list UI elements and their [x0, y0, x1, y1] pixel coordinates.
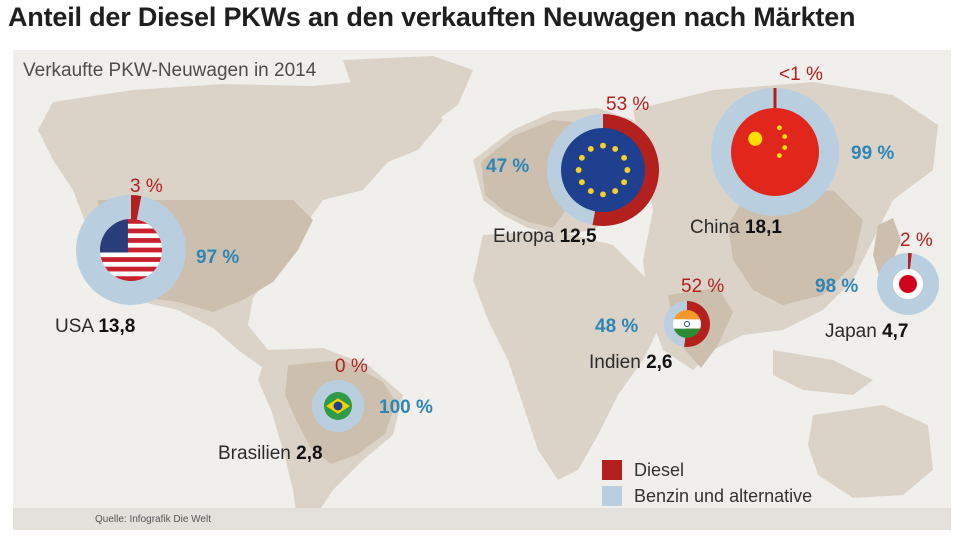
legend-diesel-label: Diesel — [634, 460, 685, 480]
usa-benzin-label: 97 % — [196, 247, 240, 268]
source-strip — [13, 508, 951, 530]
indien-sales: 2,6 — [646, 352, 673, 373]
page-title: Anteil der Diesel PKWs an den verkauften… — [8, 2, 856, 32]
europa-diesel-label: 53 % — [606, 94, 650, 115]
europa-name: Europa — [493, 226, 555, 247]
usa-country-label: USA 13,8 — [55, 316, 135, 338]
usa-sales: 13,8 — [98, 316, 136, 337]
legend-diesel-swatch — [602, 460, 622, 480]
indien-diesel-label: 52 % — [681, 276, 725, 297]
world-map-panel: Verkaufte PKW-Neuwagen in 2014 3 % 97 % … — [13, 50, 951, 530]
brasilien-diesel-label: 0 % — [335, 356, 368, 377]
brasilien-benzin-label: 100 % — [379, 397, 433, 418]
china-flag — [731, 108, 819, 196]
china-sales: 18,1 — [744, 217, 782, 238]
usa-diesel-label: 3 % — [130, 176, 163, 197]
japan-name: Japan — [825, 321, 877, 342]
europa-country-label: Europa 12,5 — [493, 226, 597, 248]
brasilien-country-label: Brasilien 2,8 — [218, 443, 323, 465]
indien-name: Indien — [589, 352, 641, 373]
world-map — [38, 56, 939, 528]
australia-landmass — [808, 405, 933, 498]
brazil-flag — [324, 392, 352, 420]
source-note: Quelle: Infografik Die Welt — [95, 514, 211, 525]
usa-name: USA — [55, 316, 94, 337]
india-flag — [673, 310, 701, 338]
japan-sales: 4,7 — [882, 321, 909, 342]
legend-benzin-swatch — [602, 486, 622, 506]
japan-landmass — [873, 218, 901, 275]
africa-landmass — [473, 230, 663, 480]
japan-diesel-label: 2 % — [900, 230, 933, 251]
china-diesel-label: <1 % — [779, 64, 823, 85]
market-rings — [76, 88, 939, 432]
legend-benzin-label: Benzin und alternative — [634, 486, 813, 506]
china-highlight — [728, 190, 863, 305]
china-benzin-label: 99 % — [851, 143, 895, 164]
japan-benzin-label: 98 % — [815, 276, 859, 297]
eu-flag — [561, 128, 645, 212]
map-subtitle: Verkaufte PKW-Neuwagen in 2014 — [23, 60, 317, 81]
brasilien-name: Brasilien — [218, 443, 291, 464]
indien-benzin-label: 48 % — [595, 316, 639, 337]
brasilien-sales: 2,8 — [296, 443, 323, 464]
china-country-label: China 18,1 — [690, 217, 782, 239]
europa-sales: 12,5 — [559, 226, 597, 247]
japan-country-label: Japan 4,7 — [825, 321, 908, 343]
china-name: China — [690, 217, 740, 238]
usa-flag — [100, 219, 162, 281]
indien-country-label: Indien 2,6 — [589, 352, 672, 374]
southeast-asia-landmass — [773, 350, 873, 395]
greenland-landmass — [343, 56, 473, 130]
europa-benzin-label: 47 % — [486, 156, 530, 177]
japan-flag — [893, 269, 923, 299]
